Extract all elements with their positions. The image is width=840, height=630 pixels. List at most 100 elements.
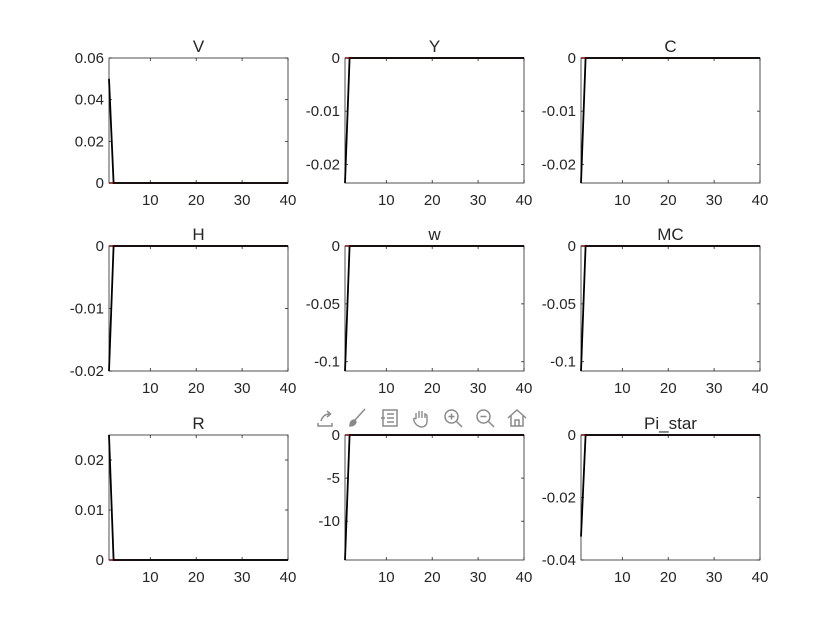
- x-tick-label: 30: [470, 192, 487, 209]
- subplot-9: 10 20 30 40 -0.04 -0.02 0 Pi_star: [542, 414, 769, 586]
- y-tick-label: -0.1: [314, 354, 340, 371]
- home-button[interactable]: [504, 405, 530, 431]
- subplot-title: R: [192, 414, 204, 433]
- axes-box: [108, 434, 289, 561]
- x-tick-label: 40: [752, 569, 769, 586]
- response-line: [108, 245, 288, 372]
- y-tick-label: 0: [332, 238, 340, 255]
- subplot-2: 10 20 30 40 -0.02 -0.01 0 Y: [306, 37, 533, 209]
- subplot-6: 10 20 30 40 -0.1 -0.05 0 MC: [542, 225, 769, 397]
- x-tick-label: 30: [470, 380, 487, 397]
- x-tick-label: 30: [234, 380, 251, 397]
- y-tick-label: 0: [568, 50, 576, 67]
- x-tick-label: 40: [516, 192, 533, 209]
- y-tick-label: -0.05: [542, 296, 576, 313]
- axes-box: [344, 245, 525, 372]
- brush-button[interactable]: [344, 405, 370, 431]
- y-tick-label: 0: [96, 238, 104, 255]
- x-tick-label: 40: [280, 380, 297, 397]
- x-tick-label: 10: [378, 569, 395, 586]
- x-tick-label: 30: [706, 380, 723, 397]
- x-tick-label: 20: [188, 380, 205, 397]
- subplot-5: 10 20 30 40 -0.1 -0.05 0 w: [306, 225, 533, 397]
- axes-box: [344, 57, 525, 184]
- x-tick-label: 30: [470, 569, 487, 586]
- x-tick-label: 40: [280, 569, 297, 586]
- response-line: [108, 78, 288, 184]
- x-tick-label: 20: [660, 569, 677, 586]
- response-line: [580, 245, 760, 372]
- response-line: [108, 434, 288, 561]
- subplot-1: 10 20 30 40 0 0.02 0.04 0.06 V: [75, 37, 297, 209]
- subplot-title: Y: [429, 37, 440, 56]
- pan-icon: [413, 411, 428, 428]
- y-tick-label: -0.01: [70, 301, 104, 318]
- x-tick-label: 30: [706, 569, 723, 586]
- x-tick-label: 20: [660, 192, 677, 209]
- x-tick-label: 10: [142, 380, 159, 397]
- axes-box: [580, 57, 761, 184]
- response-line: [580, 57, 760, 184]
- y-tick-label: -10: [318, 513, 340, 530]
- y-tick-label: -0.01: [306, 103, 340, 120]
- export-button[interactable]: [312, 405, 338, 431]
- export-icon: [317, 410, 333, 427]
- x-tick-label: 20: [188, 192, 205, 209]
- x-tick-label: 20: [424, 569, 441, 586]
- x-tick-label: 30: [706, 192, 723, 209]
- x-tick-label: 10: [142, 192, 159, 209]
- y-tick-label: -0.1: [550, 354, 576, 371]
- x-tick-label: 40: [516, 380, 533, 397]
- y-tick-label: 0: [568, 238, 576, 255]
- y-tick-label: 0.06: [75, 50, 104, 67]
- y-tick-label: 0.02: [75, 452, 104, 469]
- response-line: [580, 434, 760, 537]
- x-tick-label: 40: [516, 569, 533, 586]
- y-tick-label: 0: [96, 175, 104, 192]
- y-tick-label: 0: [568, 427, 576, 444]
- subplot-8: 10 20 30 40 -10 -5 0: [318, 427, 532, 586]
- pan-button[interactable]: [408, 405, 434, 431]
- subplot-4: 10 20 30 40 -0.02 -0.01 0 H: [70, 225, 297, 397]
- response-line: [344, 434, 524, 561]
- response-line: [344, 245, 524, 372]
- x-tick-label: 20: [188, 569, 205, 586]
- y-tick-label: -5: [327, 470, 340, 487]
- subplot-7: 10 20 30 40 0 0.01 0.02 R: [75, 414, 297, 586]
- y-tick-label: 0.02: [75, 133, 104, 150]
- zoom-in-icon: [444, 409, 463, 428]
- subplot-title: MC: [657, 225, 683, 244]
- y-tick-label: 0: [96, 552, 104, 569]
- y-tick-label: 0.04: [75, 92, 104, 109]
- x-tick-label: 30: [234, 192, 251, 209]
- y-tick-label: -0.02: [70, 363, 104, 380]
- legend-icon: [381, 409, 398, 427]
- y-tick-label: -0.01: [542, 103, 576, 120]
- home-icon: [507, 408, 527, 427]
- x-tick-label: 10: [614, 192, 631, 209]
- x-tick-label: 30: [234, 569, 251, 586]
- zoom-in-button[interactable]: [440, 405, 466, 431]
- x-tick-label: 10: [378, 380, 395, 397]
- brush-icon: [349, 408, 366, 427]
- x-tick-label: 40: [752, 192, 769, 209]
- y-tick-label: 0: [332, 50, 340, 67]
- zoom-out-button[interactable]: [472, 405, 498, 431]
- y-tick-label: -0.04: [542, 552, 576, 569]
- legend-button[interactable]: [376, 405, 402, 431]
- subplot-title: w: [427, 225, 441, 244]
- x-tick-label: 40: [280, 192, 297, 209]
- x-tick-label: 10: [614, 380, 631, 397]
- x-tick-label: 10: [378, 192, 395, 209]
- subplot-title: Pi_star: [644, 414, 697, 433]
- x-tick-label: 10: [142, 569, 159, 586]
- response-line: [344, 57, 524, 184]
- y-tick-label: -0.05: [306, 296, 340, 313]
- y-tick-label: -0.02: [542, 490, 576, 507]
- subplot-3: 10 20 30 40 -0.02 -0.01 0 C: [542, 37, 769, 209]
- axes-box: [344, 434, 525, 561]
- subplot-title: H: [192, 225, 204, 244]
- x-tick-label: 20: [660, 380, 677, 397]
- y-tick-label: 0: [332, 427, 340, 444]
